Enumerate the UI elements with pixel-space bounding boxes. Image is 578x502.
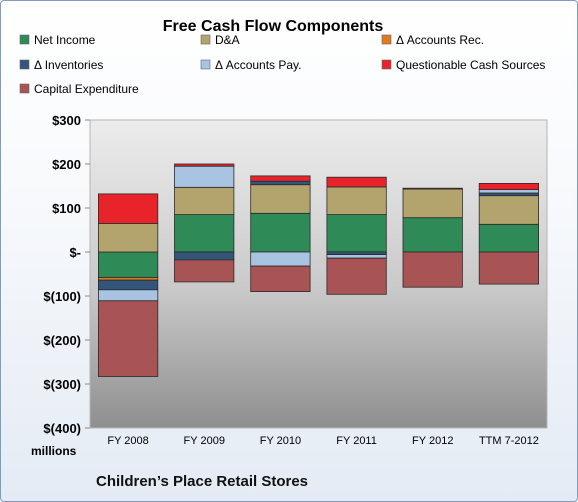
legend-label-capital-expenditure: Capital Expenditure	[34, 82, 139, 96]
bar-segment-net-income	[478, 223, 540, 253]
bar-segment-accounts-pay	[98, 289, 159, 302]
bar-segment-net-income	[98, 251, 159, 278]
legend-swatch-net-income	[19, 34, 30, 45]
chart-subtitle: Children’s Place Retail Stores	[96, 473, 308, 490]
legend-swatch-capital-expenditure	[19, 83, 30, 94]
y-tick-label: $(100)	[43, 289, 81, 304]
bar-segment-accounts-pay	[478, 189, 540, 194]
y-tick-label: $(300)	[43, 377, 81, 392]
bar-segment-d-a	[98, 222, 159, 253]
legend-label-inventories: Δ Inventories	[34, 58, 103, 72]
bar-segment-d-a	[174, 186, 235, 216]
bar-segment-d-a	[478, 195, 540, 225]
legend-swatch-questionable-cash-sources	[381, 59, 392, 70]
x-axis: FY 2008 FY 2009 FY 2010 FY 2011 FY 2012 TTM 7…	[107, 435, 538, 447]
bar-segment-capital-expenditure	[326, 257, 387, 295]
bar-segment-questionable-cash-sources	[250, 175, 311, 182]
bar-segment-accounts-rec	[98, 277, 159, 281]
legend-label-accounts-rec: Δ Accounts Rec.	[396, 33, 484, 47]
legend-swatch-accounts-rec	[381, 34, 392, 45]
y-tick-label: $200	[52, 157, 81, 172]
bar-segment-accounts-pay	[326, 254, 387, 259]
bar-segment-capital-expenditure	[250, 265, 311, 293]
y-axis-label: millions	[31, 444, 77, 458]
bar-segment-net-income	[250, 212, 311, 253]
bar-segment-net-income	[402, 217, 463, 253]
bar-segment-accounts-pay	[250, 251, 311, 267]
y-tick-label: $100	[52, 201, 81, 216]
x-tick-label: FY 2008	[107, 435, 148, 447]
legend-swatch-inventories	[19, 59, 30, 70]
bar-segment-questionable-cash-sources	[98, 193, 159, 224]
legend-swatch-d-a	[200, 34, 211, 45]
bar-segment-inventories	[250, 180, 311, 186]
bar-segment-capital-expenditure	[478, 251, 540, 285]
bar-segment-inventories	[98, 279, 159, 291]
legend: Net Income D&A Δ Accounts Rec. Δ Inventorie…	[19, 33, 545, 96]
bar-segment-capital-expenditure	[98, 300, 159, 377]
bar-segment-capital-expenditure	[402, 251, 463, 288]
y-tick-label: $(200)	[43, 333, 81, 348]
y-tick-label: $-	[69, 245, 81, 260]
bar-segment-d-a	[402, 188, 463, 219]
bar-segment-questionable-cash-sources	[402, 187, 463, 190]
bar-segment-questionable-cash-sources	[174, 163, 235, 167]
bars	[98, 163, 540, 377]
x-tick-label: FY 2011	[336, 435, 377, 447]
x-tick-label: FY 2009	[184, 435, 225, 447]
bar-segment-d-a	[326, 186, 387, 215]
chart-title: Free Cash Flow Components	[163, 18, 384, 35]
bar-segment-capital-expenditure	[174, 259, 235, 283]
bar-segment-net-income	[326, 214, 387, 253]
y-tick-label: $(400)	[43, 421, 81, 436]
legend-swatch-accounts-pay	[200, 59, 211, 70]
bar-segment-accounts-pay	[174, 165, 235, 188]
bar-segment-inventories	[174, 251, 235, 261]
legend-label-accounts-pay: Δ Accounts Pay.	[215, 58, 302, 72]
legend-label-d-a: D&A	[215, 33, 240, 47]
bar-segment-d-a	[250, 184, 311, 214]
bar-segment-questionable-cash-sources	[478, 182, 540, 190]
x-tick-label: FY 2010	[260, 435, 301, 447]
y-tick-label: $300	[52, 113, 81, 128]
bar-segment-questionable-cash-sources	[326, 176, 387, 188]
y-axis: $300 $200 $100 $- $(100) $(200) $(300) $(400)	[43, 113, 90, 436]
legend-label-questionable-cash-sources: Questionable Cash Sources	[396, 58, 545, 72]
x-tick-label: FY 2012	[412, 435, 453, 447]
legend-label-net-income: Net Income	[34, 33, 96, 47]
plot-area	[89, 119, 548, 429]
bar-segment-net-income	[174, 214, 235, 253]
x-tick-label: TTM 7-2012	[479, 435, 539, 447]
